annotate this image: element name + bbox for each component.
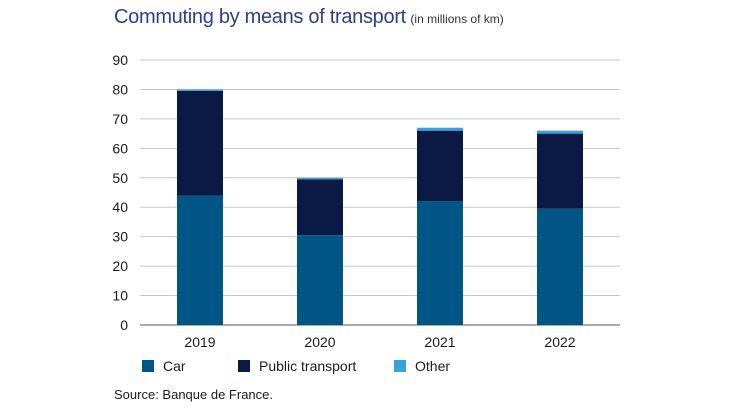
- chart-title-main: Commuting by means of transport: [114, 6, 406, 28]
- y-tick-label: 20: [112, 258, 128, 274]
- y-tick-label: 0: [120, 317, 128, 333]
- y-tick-label: 50: [112, 170, 128, 186]
- y-tick-label: 30: [112, 229, 128, 245]
- x-tick-label: 2022: [544, 334, 575, 350]
- bar-segment-public-transport: [417, 130, 463, 202]
- bar-segment-public-transport: [297, 179, 343, 236]
- legend-label-public-transport: Public transport: [259, 358, 357, 374]
- bar-segment-other: [297, 177, 343, 180]
- legend-label-car: Car: [163, 358, 186, 374]
- legend-item-car: Car: [142, 358, 186, 374]
- bar-segment-other: [537, 130, 583, 134]
- bar-segment-other: [417, 127, 463, 131]
- legend-item-public-transport: Public transport: [238, 358, 356, 374]
- source-note: Source: Banque de France.: [114, 387, 273, 402]
- x-tick-label: 2019: [184, 334, 215, 350]
- y-tick-label: 40: [112, 199, 128, 215]
- legend-swatch-car: [142, 360, 154, 372]
- x-tick-label: 2020: [304, 334, 335, 350]
- legend-swatch-public-transport: [238, 360, 250, 372]
- legend-swatch-other: [394, 360, 406, 372]
- y-tick-label: 10: [112, 288, 128, 304]
- bar-segment-public-transport: [537, 133, 583, 209]
- y-tick-label: 60: [112, 140, 128, 156]
- bar-segment-car: [177, 195, 223, 325]
- legend-label-other: Other: [415, 358, 451, 374]
- y-tick-label: 90: [112, 52, 128, 68]
- bar-segment-car: [297, 235, 343, 325]
- y-tick-label: 80: [112, 81, 128, 97]
- legend-item-other: Other: [394, 358, 450, 374]
- chart-subtitle: (in millions of km): [410, 12, 504, 26]
- x-tick-label: 2021: [424, 334, 455, 350]
- bar-segment-car: [417, 201, 463, 325]
- bar-segment-other: [177, 89, 223, 91]
- bar-segment-car: [537, 208, 583, 325]
- chart-title: Commuting by means of transport (in mill…: [114, 6, 504, 29]
- bar-segment-public-transport: [177, 90, 223, 196]
- y-tick-label: 70: [112, 111, 128, 127]
